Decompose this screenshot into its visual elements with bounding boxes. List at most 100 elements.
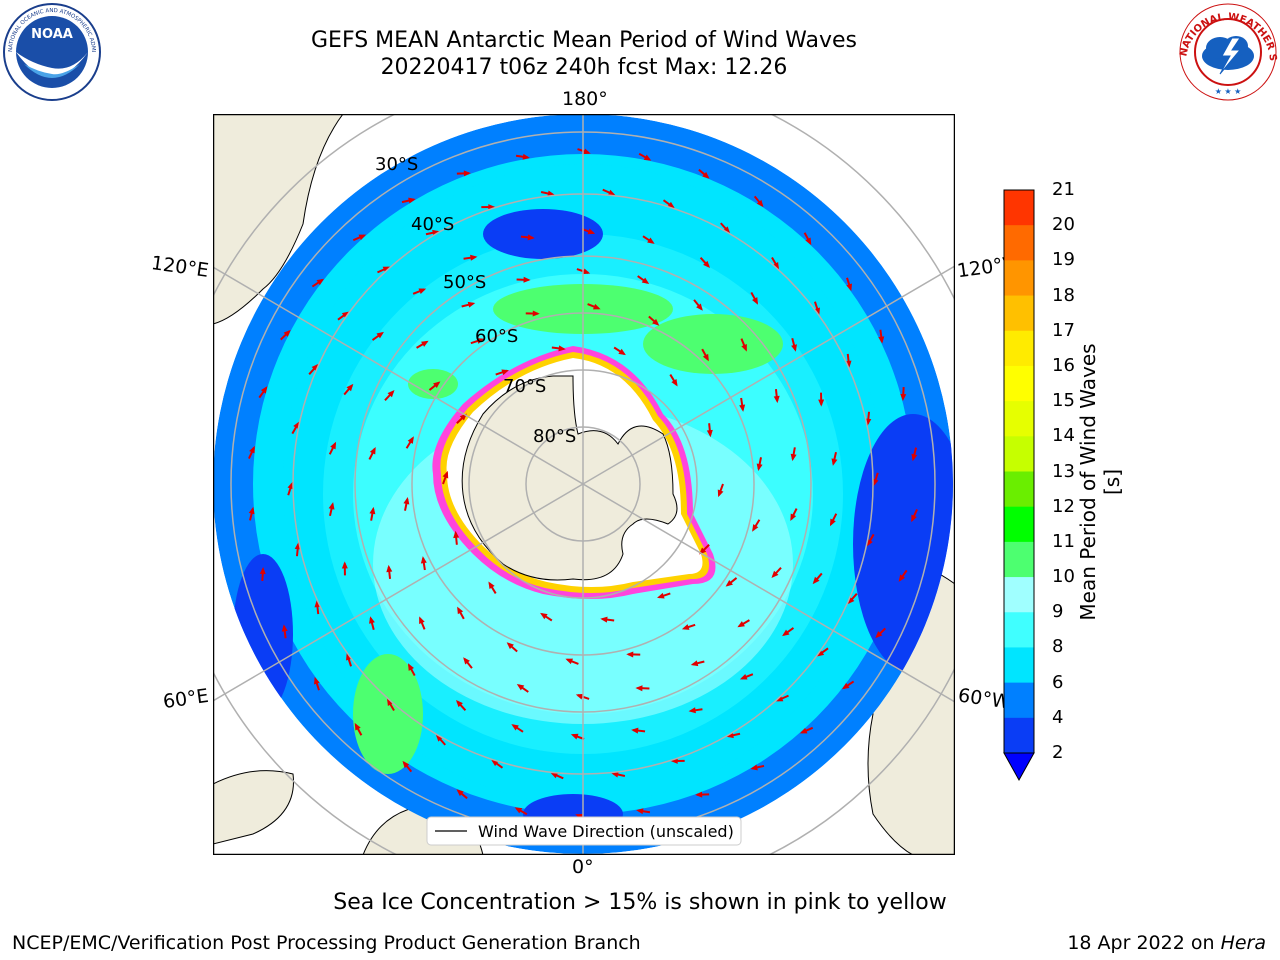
wind-wave-arrowhead <box>706 429 713 438</box>
wind-wave-arrowhead <box>527 234 535 241</box>
wind-wave-arrowhead <box>570 733 579 740</box>
colorbar-segment <box>1004 401 1034 437</box>
wind-wave-arrowhead <box>369 506 376 515</box>
wind-wave-arrowhead <box>467 301 476 308</box>
wind-wave-arrowhead <box>540 612 548 620</box>
wind-wave-arrowhead <box>386 698 394 706</box>
wind-wave-arrowhead <box>752 524 759 532</box>
colorbar-tick-label: 16 <box>1052 354 1075 376</box>
lat-label-30s: 30°S <box>375 154 418 175</box>
wind-wave-arrowhead <box>457 606 464 615</box>
wind-wave-arrowhead <box>463 657 470 665</box>
wind-wave-arrowhead <box>583 148 591 155</box>
wind-wave-arrowhead <box>402 760 410 769</box>
wind-wave-arrowhead <box>283 329 291 337</box>
wind-wave-arrowhead <box>702 171 710 179</box>
lat-label-50s: 50°S <box>443 272 486 293</box>
colorbar-segment <box>1004 612 1034 648</box>
wind-wave-arrowhead <box>511 724 519 731</box>
colorbar-tick-label: 4 <box>1052 706 1064 728</box>
colorbar-tick-label: 13 <box>1052 460 1075 482</box>
wind-wave-arrowhead <box>841 682 850 690</box>
wind-wave-arrowhead <box>435 734 443 742</box>
wind-wave-arrowhead <box>532 310 540 317</box>
lat-label-70s: 70°S <box>503 376 546 397</box>
wind-wave-arrowhead <box>523 276 531 283</box>
wind-wave-arrowhead <box>771 570 779 578</box>
wind-wave-arrowhead <box>750 764 758 771</box>
wind-wave-arrowhead <box>643 154 652 161</box>
wind-wave-arrowhead <box>358 234 367 241</box>
wind-wave-arrowhead <box>453 530 460 539</box>
wind-wave-arrowhead <box>403 497 410 505</box>
wind-wave-arrowhead <box>799 727 808 734</box>
wind-wave-arrowhead <box>702 353 709 362</box>
wind-wave-arrowhead <box>726 732 734 739</box>
colorbar-tick-label: 17 <box>1052 319 1075 341</box>
lat-label-40s: 40°S <box>411 214 454 235</box>
colorbar-tick-label: 21 <box>1052 179 1075 200</box>
wind-wave-arrowhead <box>550 772 559 779</box>
lat-label-60s: 60°S <box>475 326 518 347</box>
wind-wave-arrowhead <box>641 277 650 285</box>
wind-wave-arrowhead <box>739 673 748 680</box>
colorbar-tick-label: 20 <box>1052 214 1075 236</box>
wind-wave-arrowhead <box>717 489 724 498</box>
lat-label-80s: 80°S <box>533 426 576 447</box>
wind-wave-arrowhead <box>565 658 574 665</box>
wind-wave-arrowhead <box>626 651 634 658</box>
wind-wave-arrowhead <box>725 579 733 587</box>
wind-wave-arrowhead <box>501 369 509 376</box>
wind-wave-arrowhead <box>772 262 780 270</box>
colorbar-tick-label: 12 <box>1052 495 1075 517</box>
wind-wave-arrowhead <box>476 338 485 344</box>
svg-text:NOAA: NOAA <box>31 27 73 42</box>
wind-wave-arrowhead <box>313 676 320 685</box>
legend-box <box>426 816 742 846</box>
wind-wave-arrowhead <box>421 340 429 347</box>
colorbar-segment <box>1004 295 1034 332</box>
lon-label-180: 180° <box>562 88 608 110</box>
wind-wave-arrowhead <box>575 693 584 700</box>
wind-wave-arrowhead <box>470 254 478 261</box>
wind-wave-arrowhead <box>688 707 696 714</box>
wind-wave-arrowhead <box>681 624 690 630</box>
colorbar-tick-label: 2 <box>1052 742 1064 763</box>
wind-wave-arrowhead <box>878 336 885 344</box>
wind-wave-arrowhead <box>369 446 376 455</box>
chart-subtitle: 20220417 t06z 240h fcst Max: 12.26 <box>380 55 788 80</box>
sea-ice-caption: Sea Ice Concentration > 15% is shown in … <box>333 890 947 915</box>
wind-wave-arrowhead <box>558 345 566 352</box>
wind-wave-arrowhead <box>846 283 853 292</box>
wind-wave-arrowhead <box>607 189 616 196</box>
colorbar-tick-label: 8 <box>1052 636 1064 658</box>
colorbar-segment <box>1004 682 1034 719</box>
colorbar-segment <box>1004 225 1034 261</box>
colorbar-segment <box>1004 506 1034 543</box>
wind-wave-arrowhead <box>330 441 337 450</box>
wind-wave-arrowhead <box>311 363 319 372</box>
footer-date: 18 Apr 2022 on <box>1067 932 1221 954</box>
nws-logo: NATIONAL WEATHER SERVICE ★ ★ ★ <box>1178 2 1278 101</box>
colorbar-tick-label: 6 <box>1052 671 1064 693</box>
graticule <box>213 114 955 855</box>
colorbar-tick-label: 18 <box>1052 284 1075 306</box>
wind-wave-arrowhead <box>341 311 350 319</box>
wind-wave-arrowhead <box>816 649 825 657</box>
wind-wave-arrowhead <box>647 237 655 244</box>
wind-wave-arrowhead <box>514 807 523 814</box>
wind-wave-arrowhead <box>455 699 463 708</box>
legend-label: Wind Wave Direction (unscaled) <box>478 822 734 841</box>
lon-label-120e: 120°E <box>149 252 211 282</box>
wind-wave-arrowhead <box>387 390 395 398</box>
wind-wave-arrowhead <box>636 808 644 815</box>
wind-wave-arrowhead <box>354 722 361 731</box>
wind-wave-arrowhead <box>898 574 906 582</box>
wind-wave-arrowhead <box>287 481 294 490</box>
wind-wave-arrowhead <box>407 663 414 671</box>
wind-wave-arrowhead <box>831 458 838 466</box>
wind-wave-arrowhead <box>847 596 855 605</box>
colorbar-segment <box>1004 330 1034 367</box>
wind-wave-arrowhead <box>790 453 797 462</box>
colorbar-tick-label: 15 <box>1052 390 1075 412</box>
